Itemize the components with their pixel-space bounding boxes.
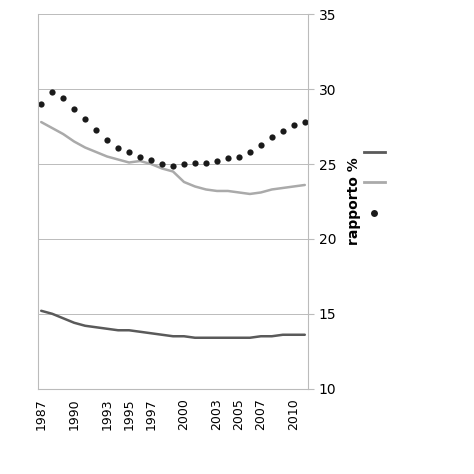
Y-axis label: rapporto %: rapporto % xyxy=(347,157,361,246)
Legend: , , : , , xyxy=(364,145,387,220)
